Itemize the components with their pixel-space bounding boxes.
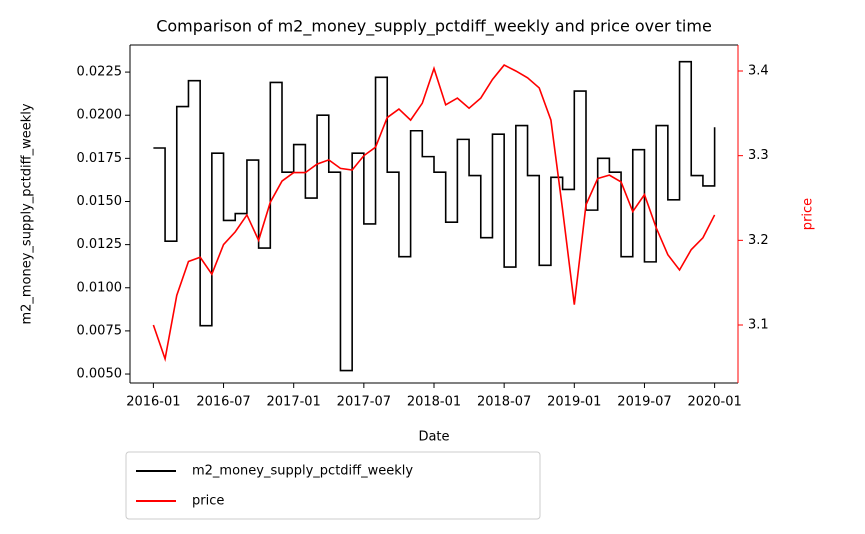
y2-tick-label: 3.2 bbox=[748, 233, 769, 248]
x-tick-label: 2017-01 bbox=[267, 395, 321, 410]
series-line bbox=[152, 64, 716, 363]
y2-tick-label: 3.4 bbox=[748, 63, 769, 78]
y2-axis-label: price bbox=[801, 198, 816, 230]
y-axis-label: m2_money_supply_pctdiff_weekly bbox=[20, 103, 35, 324]
x-tick-label: 2019-07 bbox=[617, 395, 671, 410]
y-tick-label: 0.0125 bbox=[77, 237, 123, 252]
x-tick-label: 2016-07 bbox=[196, 395, 250, 410]
x-axis-label: Date bbox=[418, 430, 449, 445]
y-tick-label: 0.0075 bbox=[77, 323, 123, 338]
y-tick-label: 0.0225 bbox=[77, 65, 123, 80]
y-tick-label: 0.0050 bbox=[77, 367, 123, 382]
y2-tick-label: 3.1 bbox=[748, 318, 769, 333]
x-tick-label: 2016-01 bbox=[126, 395, 180, 410]
legend-label: m2_money_supply_pctdiff_weekly bbox=[192, 464, 413, 479]
y-tick-label: 0.0200 bbox=[77, 108, 123, 123]
y-tick-label: 0.0100 bbox=[77, 280, 123, 295]
y-tick-label: 0.0175 bbox=[77, 151, 123, 166]
x-tick-label: 2019-01 bbox=[547, 395, 601, 410]
legend-box bbox=[125, 451, 541, 520]
x-tick-label: 2017-07 bbox=[337, 395, 391, 410]
chart-title: Comparison of m2_money_supply_pctdiff_we… bbox=[156, 17, 712, 37]
y-tick-label: 0.0150 bbox=[77, 194, 123, 209]
x-tick-label: 2018-07 bbox=[477, 395, 531, 410]
legend-label: price bbox=[192, 494, 224, 509]
x-tick-label: 2018-01 bbox=[407, 395, 461, 410]
series-line bbox=[153, 60, 716, 372]
y2-tick-label: 3.3 bbox=[748, 148, 769, 163]
x-tick-label: 2020-01 bbox=[687, 395, 741, 410]
